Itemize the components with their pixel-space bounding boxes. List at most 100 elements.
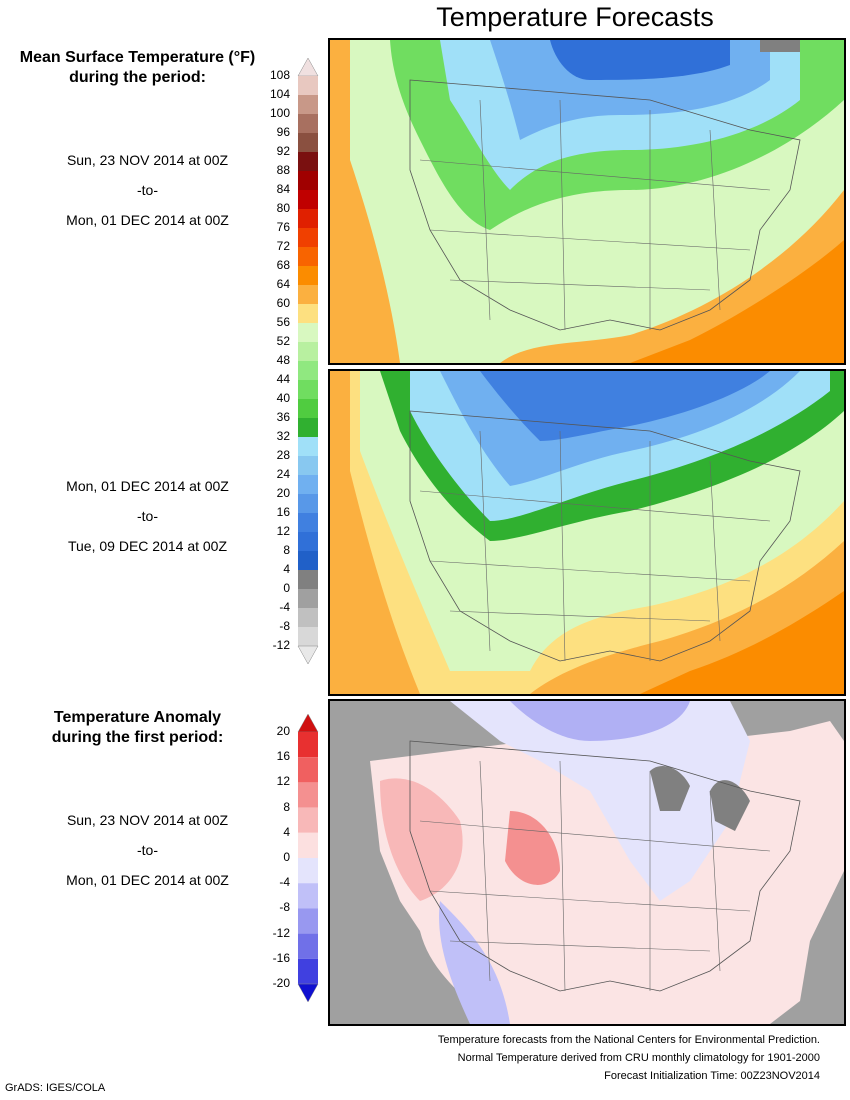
colorbar-tick-label: 12 <box>276 774 290 789</box>
colorbar-bottom-arrow <box>297 983 319 1003</box>
colorbar-tick-label: -12 <box>272 638 290 652</box>
colorbar-swatch <box>298 475 318 494</box>
colorbar-tick-label: 84 <box>276 182 290 196</box>
colorbar-swatch <box>298 285 318 304</box>
mean-temp-heading: Mean Surface Temperature (°F) during the… <box>5 48 270 88</box>
colorbar-tick-label: 88 <box>276 163 290 177</box>
colorbar-tick-label: 12 <box>276 524 290 538</box>
period2-start: Mon, 01 DEC 2014 at 00Z <box>66 478 229 494</box>
colorbar-tick-label: 16 <box>276 505 290 519</box>
colorbar-swatch <box>298 958 318 984</box>
colorbar-tick-label: 32 <box>276 429 290 443</box>
colorbar-swatch <box>298 114 318 133</box>
forecast-map-period2 <box>328 369 846 696</box>
colorbar-tick-label: -12 <box>272 925 290 940</box>
colorbar-tick-label: 56 <box>276 315 290 329</box>
colorbar-swatch <box>298 782 318 808</box>
period1-sep: -to- <box>137 182 158 198</box>
period2-sep: -to- <box>137 508 158 524</box>
colorbar-swatch <box>298 76 318 95</box>
colorbar-tick-label: 52 <box>276 334 290 348</box>
footer-line1: Temperature forecasts from the National … <box>437 1034 820 1046</box>
period2-end: Tue, 09 DEC 2014 at 00Z <box>67 538 228 554</box>
colorbar-swatch <box>298 807 318 833</box>
colorbar-swatch <box>298 361 318 380</box>
colorbar-swatch <box>298 627 318 646</box>
page-title: Temperature Forecasts <box>436 2 714 32</box>
colorbar-swatch <box>298 209 318 228</box>
colorbar-swatch <box>298 933 318 959</box>
colorbar-tick-label: 72 <box>276 239 290 253</box>
mean-temp-colorbar-graphic <box>297 57 319 665</box>
mean-temp-heading-line2: during the period: <box>69 69 206 86</box>
colorbar-swatch <box>298 171 318 190</box>
colorbar-tick-label: -4 <box>279 600 290 614</box>
colorbar-swatch <box>298 570 318 589</box>
colorbar-swatch <box>298 342 318 361</box>
anomaly-heading: Temperature Anomaly during the first per… <box>5 708 270 748</box>
colorbar-bottom-arrow <box>297 645 319 665</box>
colorbar-swatch <box>298 883 318 909</box>
colorbar-swatch <box>298 418 318 437</box>
colorbar-tick-label: 48 <box>276 353 290 367</box>
anomaly-heading-line2: during the first period: <box>51 729 224 746</box>
colorbar-tick-label: 80 <box>276 201 290 215</box>
colorbar-tick-label: 0 <box>283 581 290 595</box>
colorbar-tick-label: 8 <box>283 543 290 557</box>
colorbar-swatch <box>298 832 318 858</box>
colorbar-tick-label: 96 <box>276 125 290 139</box>
colorbar-tick-label: 8 <box>283 799 290 814</box>
mean-temp-colorbar <box>296 57 320 673</box>
forecast-map-period2-graphic <box>330 371 844 694</box>
period1-end: Mon, 01 DEC 2014 at 00Z <box>66 212 229 228</box>
colorbar-swatch <box>298 247 318 266</box>
colorbar-tick-label: 60 <box>276 296 290 310</box>
colorbar-swatch <box>298 858 318 884</box>
colorbar-top-arrow <box>297 57 319 77</box>
colorbar-swatch <box>298 437 318 456</box>
forecast-map-period1-graphic <box>330 40 844 363</box>
period1-start: Sun, 23 NOV 2014 at 00Z <box>66 152 229 168</box>
anomaly-map-graphic <box>330 701 844 1024</box>
colorbar-swatch <box>298 323 318 342</box>
colorbar-tick-label: 44 <box>276 372 290 386</box>
colorbar-swatch <box>298 190 318 209</box>
colorbar-swatch <box>298 908 318 934</box>
colorbar-swatch <box>298 456 318 475</box>
colorbar-tick-label: -8 <box>279 619 290 633</box>
forecast-map-period1 <box>328 38 846 365</box>
anomaly-period-sep: -to- <box>137 842 158 858</box>
colorbar-swatch <box>298 304 318 323</box>
colorbar-tick-label: 4 <box>283 562 290 576</box>
colorbar-swatch <box>298 532 318 551</box>
colorbar-tick-label: 92 <box>276 144 290 158</box>
colorbar-swatch <box>298 494 318 513</box>
footer-line2: Normal Temperature derived from CRU mont… <box>457 1052 820 1064</box>
colorbar-tick-label: 64 <box>276 277 290 291</box>
colorbar-tick-label: 100 <box>269 106 290 120</box>
colorbar-tick-label: 36 <box>276 410 290 424</box>
colorbar-swatch <box>298 513 318 532</box>
colorbar-tick-label: 20 <box>276 486 290 500</box>
anomaly-period-end: Mon, 01 DEC 2014 at 00Z <box>66 872 229 888</box>
colorbar-tick-label: 76 <box>276 220 290 234</box>
colorbar-tick-label: 0 <box>283 850 290 864</box>
colorbar-tick-label: -4 <box>279 875 290 890</box>
colorbar-swatch <box>298 266 318 285</box>
colorbar-swatch <box>298 380 318 399</box>
colorbar-tick-label: 108 <box>269 68 290 82</box>
colorbar-swatch <box>298 399 318 418</box>
colorbar-tick-label: -20 <box>272 976 290 990</box>
anomaly-period-start: Sun, 23 NOV 2014 at 00Z <box>66 812 229 828</box>
colorbar-swatch <box>298 133 318 152</box>
colorbar-tick-label: -16 <box>272 950 290 965</box>
colorbar-tick-label: 16 <box>276 749 290 764</box>
colorbar-swatch <box>298 589 318 608</box>
colorbar-swatch <box>298 608 318 627</box>
colorbar-tick-label: 4 <box>283 824 290 839</box>
colorbar-top-arrow <box>297 713 319 733</box>
colorbar-swatch <box>298 152 318 171</box>
colorbar-tick-label: 24 <box>276 467 290 481</box>
colorbar-tick-label: 28 <box>276 448 290 462</box>
anomaly-map <box>328 699 846 1026</box>
